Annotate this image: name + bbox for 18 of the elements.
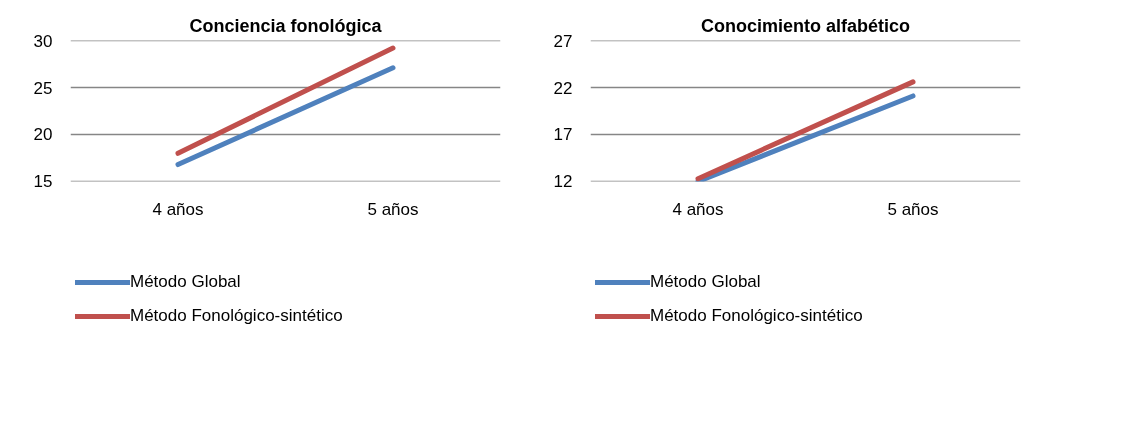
y-tick-label: 20 (33, 125, 53, 145)
x-tick-label: 4 años (672, 199, 724, 219)
chart-title: Conocimiento alfabético (700, 15, 911, 36)
legend-label: Método Fonológico-sintético (130, 306, 343, 326)
y-tick-label: 27 (553, 31, 573, 51)
y-tick-label: 17 (553, 125, 573, 145)
legend-label: Método Global (130, 272, 241, 292)
x-tick-label: 4 años (152, 199, 204, 219)
y-tick-label: 30 (33, 31, 53, 51)
legend-label: Método Global (650, 272, 761, 292)
x-tick-label: 5 años (887, 199, 939, 219)
chart-title: Conciencia fonológica (189, 15, 383, 36)
y-tick-label: 25 (33, 78, 53, 98)
y-tick-label: 15 (33, 172, 53, 192)
x-tick-label: 5 años (367, 199, 419, 219)
y-tick-label: 22 (553, 78, 573, 98)
y-tick-label: 12 (553, 172, 573, 192)
legend-label: Método Fonológico-sintético (650, 306, 863, 326)
